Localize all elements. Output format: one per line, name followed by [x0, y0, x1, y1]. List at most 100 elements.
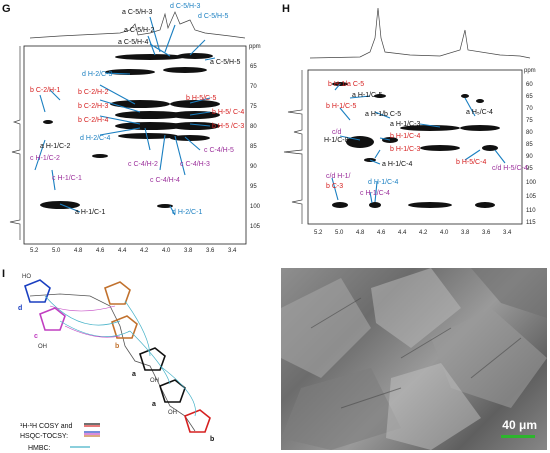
y-tick-label: 70 [526, 106, 533, 112]
residue-b-ring [184, 409, 211, 433]
legend-label: ¹H-¹H COSY and [20, 423, 72, 430]
annotation-arrows [34, 16, 216, 216]
peak-annotations: b H-1/a C-5 a H-1/C-5 b H-1/C-5 a H-1/b … [324, 81, 528, 197]
scale-bar [501, 435, 535, 438]
peak-annotation: d H-2/C-3 [82, 71, 112, 78]
x-tick-label: 3.8 [184, 248, 193, 254]
residue-a-ring [139, 347, 166, 371]
panel-letter-i: I [2, 268, 6, 280]
peak-annotation: a C-5/H-5 [210, 59, 240, 66]
peak-annotation: c C-4/H-3 [180, 161, 210, 168]
peak-annotation: a H₅/C-4 [466, 109, 493, 116]
x-tick-labels: 5.2 5.0 4.8 4.6 4.4 4.2 4.0 3.8 3.6 3.4 [30, 248, 237, 254]
nmr-panel-g: 5.2 5.0 4.8 4.6 4.4 4.2 4.0 3.8 3.6 3.4 … [0, 0, 275, 262]
peak-annotation: d H-2/C-4 [80, 135, 110, 142]
residue-label: c [34, 333, 38, 340]
annotation-arrows [331, 83, 506, 204]
cross-peaks [40, 53, 220, 209]
y-tick-label: 75 [250, 104, 257, 110]
peak-annotations: a C-5/H-3 a C-5/H-2 d C-5/H-3 d C-5/H-5 … [30, 3, 244, 216]
x-tick-label: 4.0 [162, 248, 171, 254]
peak-annotation: b H-5 /C-3 [212, 123, 244, 130]
x-tick-label: 3.4 [228, 248, 237, 254]
y-tick-label: 75 [526, 118, 533, 124]
peak-annotation: b H-5/C-4 [456, 159, 486, 166]
plot-frame [307, 69, 523, 225]
peak-annotation: a C-5/H-3 [122, 9, 152, 16]
ppm-label: ppm [524, 68, 536, 74]
substituent-label: OH [168, 410, 177, 416]
peak-annotation: c H-1/C-4 [360, 190, 390, 197]
peak-annotation: c H-1/C-1 [52, 175, 82, 182]
panel-letter-g: G [2, 3, 11, 15]
backbone-chain [29, 293, 196, 432]
legend-label: HSQC-TOCSY: [20, 433, 68, 440]
peak-annotation: d H-1/C-4 [368, 179, 398, 186]
y-tick-labels: 60 65 70 75 80 85 90 95 100 105 110 115 … [524, 68, 537, 226]
substituent-label: OH [38, 344, 47, 350]
plot-frame [23, 45, 247, 245]
panel-letter-h: H [282, 3, 290, 15]
y-tick-label: 95 [526, 166, 533, 172]
x-tick-label: 5.2 [30, 248, 39, 254]
legend-label: HMBC: [28, 445, 51, 452]
x-tick-label: 4.4 [118, 248, 127, 254]
y-tick-label: 60 [526, 82, 533, 88]
nmr-spectrum-h: 5.2 5.0 4.8 4.6 4.4 4.2 4.0 3.8 3.6 3.4 … [283, 7, 537, 236]
y-tick-label: 80 [250, 124, 257, 130]
peak-annotation: H-1/C-8 [324, 137, 349, 144]
y-tick-label: 100 [526, 180, 537, 186]
peak-annotation: b C-2/H-2 [78, 89, 108, 96]
y-tick-label: 115 [526, 220, 536, 226]
y-tick-label: 65 [250, 64, 257, 70]
peak-annotation: b H-5/C-5 [186, 95, 216, 102]
sem-texture [281, 268, 547, 450]
x-tick-labels: 5.2 5.0 4.8 4.6 4.4 4.2 4.0 3.8 3.6 3.4 [314, 230, 512, 236]
substituent-label: OH [150, 378, 159, 384]
residue-c-ring [39, 307, 66, 331]
sem-micrograph: 40 μm [281, 268, 547, 450]
peak-annotation: b C-2/H-3 [78, 103, 108, 110]
x-tick-label: 4.8 [74, 248, 83, 254]
peak-annotation: b C-3 [326, 183, 343, 190]
legend-swatches [70, 423, 100, 448]
y-tick-label: 80 [526, 130, 533, 136]
cross-peaks [332, 82, 500, 208]
peak-annotation: b H-5/ C-4 [212, 109, 244, 116]
peak-annotation: b C-2/H-4 [78, 117, 108, 124]
y-tick-label: 90 [250, 164, 257, 170]
y-tick-label: 100 [250, 204, 261, 210]
x-tick-label: 5.0 [52, 248, 61, 254]
peak-annotation: a C-5/H-2 [124, 27, 154, 34]
peak-annotation: d C-5/H-3 [170, 3, 200, 10]
x-tick-label: 3.6 [482, 230, 491, 236]
residue-labels: d c b a a b [18, 305, 214, 443]
nmr-spectrum-g: 5.2 5.0 4.8 4.6 4.4 4.2 4.0 3.8 3.6 3.4 … [9, 3, 261, 254]
peak-annotation: c C-4/H-2 [128, 161, 158, 168]
projection-left [283, 70, 303, 224]
peak-annotation: b C-2/H-1 [30, 87, 60, 94]
nmr-panel-h: 5.2 5.0 4.8 4.6 4.4 4.2 4.0 3.8 3.6 3.4 … [280, 0, 550, 262]
peak-annotation: d H-2/C-1 [172, 209, 202, 216]
projection-top [309, 7, 531, 59]
peak-annotation: c C-4/H-4 [150, 177, 180, 184]
peak-annotation: a H-1/C-5 [352, 92, 382, 99]
peak-annotation: b H-1/a C-5 [328, 81, 364, 88]
y-tick-label: 85 [250, 144, 257, 150]
y-tick-label: 105 [250, 224, 261, 230]
y-tick-label: 110 [526, 208, 536, 214]
x-tick-label: 4.6 [96, 248, 105, 254]
y-tick-label: 70 [250, 84, 257, 90]
scale-bar-label: 40 μm [502, 418, 537, 432]
peak-annotation: c/d [332, 129, 341, 136]
y-tick-label: 90 [526, 154, 533, 160]
x-tick-label: 4.2 [419, 230, 428, 236]
y-tick-label: 65 [526, 94, 533, 100]
residue-label: a [152, 401, 156, 408]
x-tick-label: 4.2 [140, 248, 149, 254]
residue-label: d [18, 305, 22, 312]
x-tick-label: 4.6 [377, 230, 386, 236]
x-tick-label: 5.2 [314, 230, 323, 236]
peak-annotation: b H-1/C-5 [326, 103, 356, 110]
y-tick-label: 105 [526, 194, 537, 200]
